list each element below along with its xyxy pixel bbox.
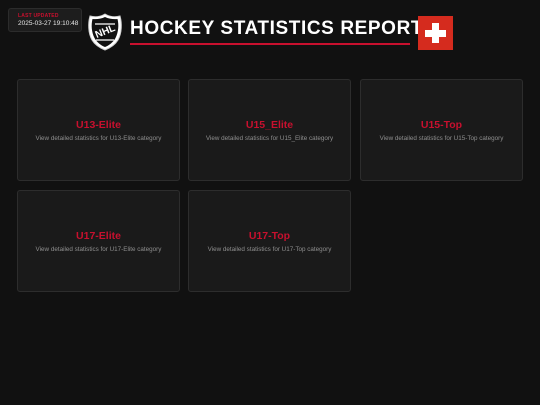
card-description: View detailed statistics for U15-Top cat…	[379, 135, 504, 142]
card-description: View detailed statistics for U13-Elite c…	[35, 135, 162, 142]
card-title: U15_Elite	[245, 119, 294, 131]
card-description: View detailed statistics for U17-Elite c…	[35, 246, 162, 253]
category-card-u17-elite[interactable]: U17-Elite View detailed statistics for U…	[17, 190, 180, 292]
category-card-u17-top[interactable]: U17-Top View detailed statistics for U17…	[188, 190, 351, 292]
card-title: U17-Top	[248, 230, 291, 242]
flag-cross-horizontal	[425, 30, 446, 37]
card-title: U15-Top	[420, 119, 463, 131]
card-description: View detailed statistics for U15_Elite c…	[205, 135, 334, 142]
title-underline	[130, 43, 410, 45]
card-title: U17-Elite	[76, 230, 121, 242]
category-card-u15-elite[interactable]: U15_Elite View detailed statistics for U…	[188, 79, 351, 181]
last-updated-label: LAST UPDATED	[18, 13, 59, 19]
card-description: View detailed statistics for U17-Top cat…	[207, 246, 332, 253]
category-card-u13-elite[interactable]: U13-Elite View detailed statistics for U…	[17, 79, 180, 181]
swiss-flag-icon	[418, 16, 453, 50]
category-card-u15-top[interactable]: U15-Top View detailed statistics for U15…	[360, 79, 523, 181]
card-title: U13-Elite	[76, 119, 121, 131]
last-updated-value: 2025-03-27 19:10:48	[18, 20, 79, 27]
nhl-logo-icon: NHL	[87, 13, 123, 51]
last-updated-box: LAST UPDATED 2025-03-27 19:10:48	[8, 8, 82, 32]
page-title: HOCKEY STATISTICS REPORTS	[130, 18, 437, 39]
